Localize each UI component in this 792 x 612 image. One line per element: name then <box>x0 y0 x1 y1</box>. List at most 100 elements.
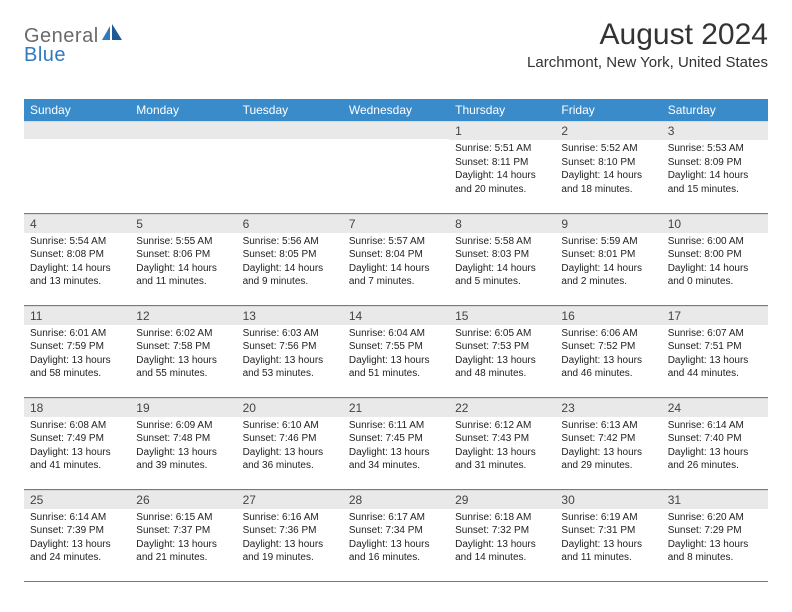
daylight-line: Daylight: 13 hours and 8 minutes. <box>668 538 762 565</box>
calendar-day-cell: 13Sunrise: 6:03 AMSunset: 7:56 PMDayligh… <box>237 305 343 397</box>
sunrise-line: Sunrise: 6:05 AM <box>455 327 549 341</box>
daylight-line: Daylight: 14 hours and 9 minutes. <box>243 262 337 289</box>
calendar-header-row: SundayMondayTuesdayWednesdayThursdayFrid… <box>24 99 768 121</box>
day-number: 11 <box>24 306 130 325</box>
day-header: Sunday <box>24 99 130 121</box>
sunset-line: Sunset: 7:34 PM <box>349 524 443 538</box>
day-content: Sunrise: 5:55 AMSunset: 8:06 PMDaylight:… <box>130 233 236 293</box>
calendar-table: SundayMondayTuesdayWednesdayThursdayFrid… <box>24 99 768 582</box>
daylight-line: Daylight: 14 hours and 15 minutes. <box>668 169 762 196</box>
calendar-day-cell: 9Sunrise: 5:59 AMSunset: 8:01 PMDaylight… <box>555 213 661 305</box>
day-number <box>237 121 343 139</box>
sunrise-line: Sunrise: 5:59 AM <box>561 235 655 249</box>
day-header: Monday <box>130 99 236 121</box>
day-number: 4 <box>24 214 130 233</box>
daylight-line: Daylight: 13 hours and 53 minutes. <box>243 354 337 381</box>
sunset-line: Sunset: 7:29 PM <box>668 524 762 538</box>
calendar-day-cell: 22Sunrise: 6:12 AMSunset: 7:43 PMDayligh… <box>449 397 555 489</box>
logo-text-blue: Blue <box>24 44 66 66</box>
sunrise-line: Sunrise: 6:12 AM <box>455 419 549 433</box>
day-content: Sunrise: 6:19 AMSunset: 7:31 PMDaylight:… <box>555 509 661 569</box>
sunrise-line: Sunrise: 6:11 AM <box>349 419 443 433</box>
daylight-line: Daylight: 13 hours and 29 minutes. <box>561 446 655 473</box>
day-content: Sunrise: 6:02 AMSunset: 7:58 PMDaylight:… <box>130 325 236 385</box>
sunset-line: Sunset: 7:42 PM <box>561 432 655 446</box>
calendar-day-cell: 16Sunrise: 6:06 AMSunset: 7:52 PMDayligh… <box>555 305 661 397</box>
daylight-line: Daylight: 14 hours and 20 minutes. <box>455 169 549 196</box>
day-content: Sunrise: 6:14 AMSunset: 7:40 PMDaylight:… <box>662 417 768 477</box>
day-number: 26 <box>130 490 236 509</box>
day-number: 1 <box>449 121 555 140</box>
sunset-line: Sunset: 7:53 PM <box>455 340 549 354</box>
daylight-line: Daylight: 14 hours and 7 minutes. <box>349 262 443 289</box>
calendar-day-cell: 24Sunrise: 6:14 AMSunset: 7:40 PMDayligh… <box>662 397 768 489</box>
sunrise-line: Sunrise: 6:08 AM <box>30 419 124 433</box>
calendar-week-row: 11Sunrise: 6:01 AMSunset: 7:59 PMDayligh… <box>24 305 768 397</box>
calendar-day-cell: 14Sunrise: 6:04 AMSunset: 7:55 PMDayligh… <box>343 305 449 397</box>
sunset-line: Sunset: 7:58 PM <box>136 340 230 354</box>
daylight-line: Daylight: 14 hours and 18 minutes. <box>561 169 655 196</box>
calendar-day-cell <box>24 121 130 213</box>
sunset-line: Sunset: 7:32 PM <box>455 524 549 538</box>
daylight-line: Daylight: 13 hours and 48 minutes. <box>455 354 549 381</box>
sunrise-line: Sunrise: 6:13 AM <box>561 419 655 433</box>
day-number: 14 <box>343 306 449 325</box>
day-number: 31 <box>662 490 768 509</box>
sunset-line: Sunset: 7:45 PM <box>349 432 443 446</box>
day-number: 19 <box>130 398 236 417</box>
sunrise-line: Sunrise: 6:04 AM <box>349 327 443 341</box>
day-content: Sunrise: 6:03 AMSunset: 7:56 PMDaylight:… <box>237 325 343 385</box>
calendar-day-cell: 30Sunrise: 6:19 AMSunset: 7:31 PMDayligh… <box>555 489 661 581</box>
daylight-line: Daylight: 13 hours and 39 minutes. <box>136 446 230 473</box>
day-content: Sunrise: 6:17 AMSunset: 7:34 PMDaylight:… <box>343 509 449 569</box>
day-content: Sunrise: 6:04 AMSunset: 7:55 PMDaylight:… <box>343 325 449 385</box>
calendar-day-cell: 20Sunrise: 6:10 AMSunset: 7:46 PMDayligh… <box>237 397 343 489</box>
sunrise-line: Sunrise: 5:55 AM <box>136 235 230 249</box>
day-number: 29 <box>449 490 555 509</box>
calendar-week-row: 1Sunrise: 5:51 AMSunset: 8:11 PMDaylight… <box>24 121 768 213</box>
day-number: 21 <box>343 398 449 417</box>
sunset-line: Sunset: 8:11 PM <box>455 156 549 170</box>
day-content: Sunrise: 5:51 AMSunset: 8:11 PMDaylight:… <box>449 140 555 200</box>
calendar-day-cell: 8Sunrise: 5:58 AMSunset: 8:03 PMDaylight… <box>449 213 555 305</box>
day-header: Wednesday <box>343 99 449 121</box>
sunset-line: Sunset: 8:03 PM <box>455 248 549 262</box>
calendar-day-cell: 25Sunrise: 6:14 AMSunset: 7:39 PMDayligh… <box>24 489 130 581</box>
day-number: 9 <box>555 214 661 233</box>
day-number: 15 <box>449 306 555 325</box>
day-content: Sunrise: 5:57 AMSunset: 8:04 PMDaylight:… <box>343 233 449 293</box>
sunset-line: Sunset: 7:40 PM <box>668 432 762 446</box>
sunset-line: Sunset: 7:56 PM <box>243 340 337 354</box>
day-header: Saturday <box>662 99 768 121</box>
day-number: 3 <box>662 121 768 140</box>
day-content: Sunrise: 6:07 AMSunset: 7:51 PMDaylight:… <box>662 325 768 385</box>
sunrise-line: Sunrise: 5:51 AM <box>455 142 549 156</box>
header: General August 2024 Larchmont, New York,… <box>24 18 768 71</box>
daylight-line: Daylight: 13 hours and 51 minutes. <box>349 354 443 381</box>
sunrise-line: Sunrise: 6:10 AM <box>243 419 337 433</box>
day-content: Sunrise: 5:54 AMSunset: 8:08 PMDaylight:… <box>24 233 130 293</box>
sunrise-line: Sunrise: 6:16 AM <box>243 511 337 525</box>
daylight-line: Daylight: 14 hours and 13 minutes. <box>30 262 124 289</box>
day-header: Thursday <box>449 99 555 121</box>
day-content: Sunrise: 6:14 AMSunset: 7:39 PMDaylight:… <box>24 509 130 569</box>
calendar-day-cell: 18Sunrise: 6:08 AMSunset: 7:49 PMDayligh… <box>24 397 130 489</box>
day-number: 18 <box>24 398 130 417</box>
calendar-page: General August 2024 Larchmont, New York,… <box>0 0 792 600</box>
daylight-line: Daylight: 13 hours and 26 minutes. <box>668 446 762 473</box>
sunrise-line: Sunrise: 6:00 AM <box>668 235 762 249</box>
calendar-day-cell <box>237 121 343 213</box>
calendar-day-cell: 17Sunrise: 6:07 AMSunset: 7:51 PMDayligh… <box>662 305 768 397</box>
day-number <box>24 121 130 139</box>
day-number: 24 <box>662 398 768 417</box>
day-number: 5 <box>130 214 236 233</box>
daylight-line: Daylight: 13 hours and 44 minutes. <box>668 354 762 381</box>
sunset-line: Sunset: 7:52 PM <box>561 340 655 354</box>
daylight-line: Daylight: 14 hours and 0 minutes. <box>668 262 762 289</box>
day-number: 30 <box>555 490 661 509</box>
sunset-line: Sunset: 7:31 PM <box>561 524 655 538</box>
sunset-line: Sunset: 7:36 PM <box>243 524 337 538</box>
day-content: Sunrise: 6:00 AMSunset: 8:00 PMDaylight:… <box>662 233 768 293</box>
day-content: Sunrise: 6:08 AMSunset: 7:49 PMDaylight:… <box>24 417 130 477</box>
sunset-line: Sunset: 7:49 PM <box>30 432 124 446</box>
